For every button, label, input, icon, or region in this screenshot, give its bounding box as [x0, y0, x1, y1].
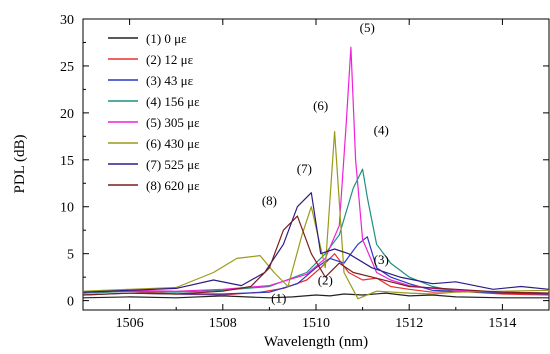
legend-label-6: (6) 430 με	[146, 136, 200, 151]
series-line-2	[82, 253, 550, 296]
x-tick-label: 1510	[302, 316, 330, 331]
legend-label-4: (4) 156 με	[146, 94, 200, 109]
legend-label-3: (3) 43 με	[146, 73, 194, 88]
series-line-1	[82, 292, 549, 299]
y-axis-title: PDL (dB)	[12, 134, 28, 193]
legend-label-7: (7) 525 με	[146, 157, 200, 172]
series-line-7	[82, 192, 550, 293]
series-line-3	[82, 236, 550, 296]
y-tick-label: 25	[60, 60, 74, 75]
y-axis: 0 5 10 15 20 25 30	[60, 13, 549, 310]
x-tick-label: 1508	[209, 316, 237, 331]
x-tick-label: 1506	[116, 316, 144, 331]
curve-annotation-4: (4)	[374, 122, 389, 137]
curve-annotation-1: (1)	[271, 290, 286, 305]
x-axis: 1506 1508 1510 1512 1514	[82, 19, 550, 331]
y-tick-label: 10	[60, 201, 74, 216]
x-tick-label: 1514	[488, 316, 516, 331]
legend-label-8: (8) 620 με	[146, 178, 200, 193]
series-line-8	[82, 215, 550, 296]
curve-annotation-3: (3)	[374, 252, 389, 267]
curve-annotation-5: (5)	[360, 20, 375, 35]
series-layer	[82, 46, 550, 300]
x-tick-label: 1512	[395, 316, 423, 331]
legend-label-1: (1) 0 με	[146, 31, 187, 46]
curve-annotation-7: (7)	[297, 161, 312, 176]
y-tick-label: 0	[67, 295, 74, 310]
y-tick-label: 5	[67, 248, 74, 263]
y-tick-label: 20	[60, 107, 74, 122]
curve-annotation-8: (8)	[262, 193, 277, 208]
annotations: (1) (2) (3) (4) (5) (6) (7) (8)	[262, 20, 389, 305]
legend: (1) 0 με (2) 12 με (3) 43 με (4) 156 με (5) …	[108, 31, 200, 193]
curve-annotation-6: (6)	[313, 98, 328, 113]
curve-annotation-2: (2)	[318, 273, 333, 288]
legend-label-5: (5) 305 με	[146, 115, 200, 130]
y-tick-label: 15	[60, 154, 74, 169]
series-line-4	[82, 168, 550, 294]
y-tick-label: 30	[60, 13, 74, 28]
legend-label-2: (2) 12 με	[146, 52, 194, 67]
x-axis-title: Wavelength (nm)	[264, 334, 368, 350]
